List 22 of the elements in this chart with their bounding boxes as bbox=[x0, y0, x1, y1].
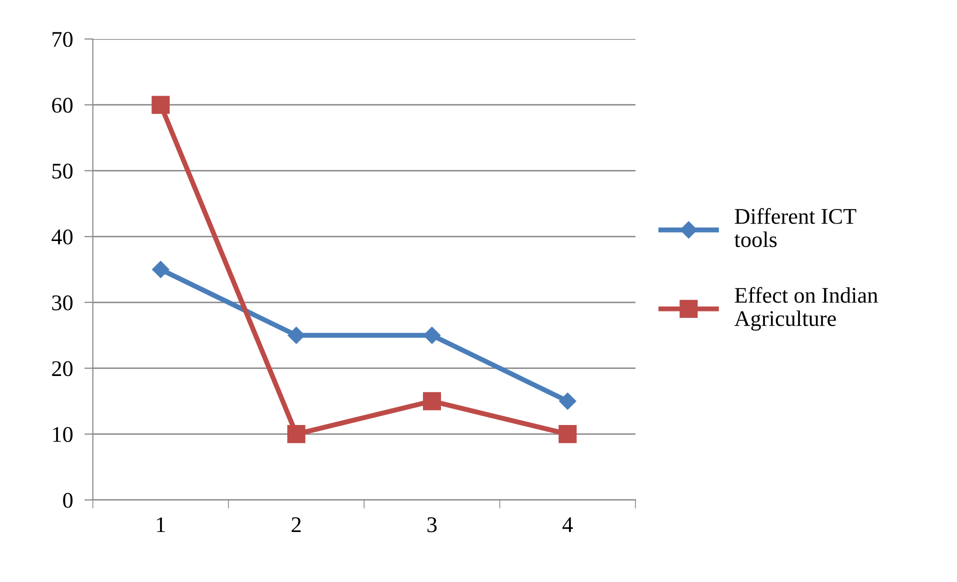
y-tick-label: 30 bbox=[52, 295, 73, 310]
x-tick-label: 4 bbox=[562, 517, 573, 532]
point bbox=[288, 326, 305, 344]
point bbox=[423, 326, 441, 344]
x-tick-label: 1 bbox=[157, 517, 165, 532]
y-tick-label: 10 bbox=[53, 427, 73, 442]
x-tick-label: 2 bbox=[292, 517, 301, 532]
legend-label: Effect on Indian Agriculture bbox=[734, 286, 878, 331]
y-tick-label: 0 bbox=[63, 492, 73, 508]
y-tick-label: 70 bbox=[52, 32, 73, 47]
point bbox=[422, 392, 441, 410]
y-tick-label: 20 bbox=[52, 361, 73, 376]
legend-label: Different ICT tools bbox=[734, 208, 856, 248]
point bbox=[152, 96, 170, 114]
y-tick-label: 50 bbox=[52, 164, 73, 179]
point bbox=[287, 425, 306, 444]
x-tick-label: 3 bbox=[427, 517, 437, 532]
point bbox=[558, 425, 577, 444]
point bbox=[152, 260, 170, 278]
y-tick-label: 60 bbox=[52, 98, 73, 113]
point bbox=[559, 392, 576, 410]
y-tick-label: 40 bbox=[52, 229, 73, 244]
